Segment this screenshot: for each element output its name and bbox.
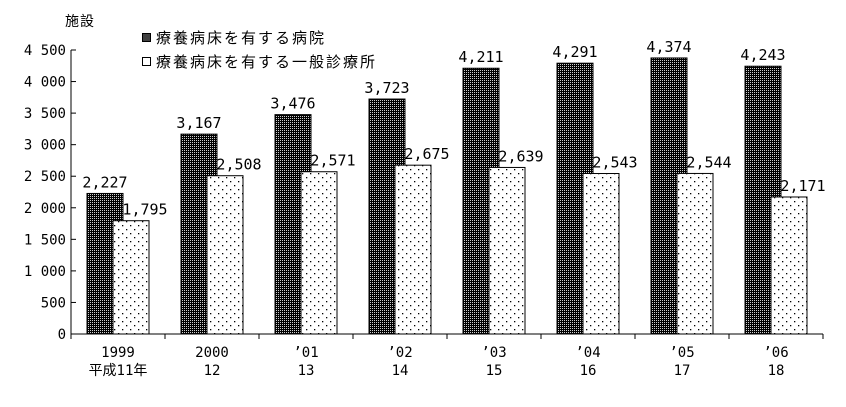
- bar-value-hospital: 4,291: [552, 43, 597, 61]
- y-tick-label: 4 000: [24, 75, 66, 91]
- bar-value-hospital: 4,243: [740, 46, 785, 64]
- y-tick-label: 1 000: [24, 264, 66, 280]
- bar-clinic-1999: [112, 220, 150, 335]
- bar-clinic-’06: [770, 196, 808, 335]
- bar-clinic-2000: [206, 175, 244, 335]
- bar-clinic-’03: [488, 166, 526, 335]
- x-label-year: ’04: [575, 345, 600, 361]
- bar-value-clinic: 2,171: [780, 177, 825, 195]
- bar-value-hospital: 2,227: [82, 173, 127, 191]
- x-label-era: 15: [486, 363, 503, 379]
- x-label-year: ’03: [481, 345, 506, 361]
- x-label-year: 1999: [101, 345, 135, 361]
- bar-value-hospital: 4,374: [646, 38, 691, 56]
- y-axis-unit-label: 施設: [65, 14, 95, 30]
- x-label-year: ’06: [763, 345, 788, 361]
- y-tick-label: 2 000: [24, 201, 66, 217]
- x-label-era: 16: [580, 363, 597, 379]
- bar-value-hospital: 3,476: [270, 95, 315, 113]
- x-label-era: 平成11年: [89, 363, 148, 379]
- y-tick-label: 500: [41, 295, 66, 311]
- legend: 療養病床を有する病院 療養病床を有する一般診療所: [142, 28, 378, 71]
- x-label-year: 2000: [195, 345, 229, 361]
- open-square-icon: [142, 56, 151, 66]
- legend-label-clinic: 療養病床を有する一般診療所: [156, 52, 378, 71]
- x-label-era: 12: [204, 363, 221, 379]
- x-label-year: ’01: [293, 345, 318, 361]
- bar-clinic-’02: [394, 164, 432, 335]
- x-label-era: 18: [768, 363, 785, 379]
- bar-value-clinic: 2,508: [216, 156, 261, 174]
- y-tick-label: 1 500: [24, 232, 66, 248]
- x-label-era: 13: [298, 363, 315, 379]
- bar-clinic-’01: [300, 171, 338, 335]
- x-label-era: 14: [392, 363, 409, 379]
- legend-item-clinic: 療養病床を有する一般診療所: [142, 52, 378, 71]
- legend-label-hospital: 療養病床を有する病院: [156, 28, 327, 47]
- y-tick-label: 3 000: [24, 138, 66, 154]
- bar-value-hospital: 3,167: [176, 114, 221, 132]
- bar-value-clinic: 2,571: [310, 152, 355, 170]
- legend-item-hospital: 療養病床を有する病院: [142, 28, 377, 47]
- y-tick-label: 4 500: [24, 43, 66, 59]
- y-tick-label: 3 500: [24, 106, 66, 122]
- bar-value-hospital: 4,211: [458, 48, 503, 66]
- x-label-year: ’02: [387, 345, 412, 361]
- bar-value-clinic: 2,639: [498, 147, 543, 165]
- bar-clinic-’05: [676, 172, 714, 335]
- y-tick-label: 0: [58, 327, 66, 343]
- bar-value-clinic: 2,543: [592, 154, 637, 172]
- bar-value-clinic: 2,544: [686, 153, 731, 171]
- bar-clinic-’04: [582, 173, 620, 335]
- bar-value-clinic: 2,675: [404, 145, 449, 163]
- x-label-era: 17: [674, 363, 691, 379]
- x-label-year: ’05: [669, 345, 694, 361]
- bar-value-hospital: 3,723: [364, 79, 409, 97]
- filled-square-icon: [142, 32, 151, 42]
- bar-value-clinic: 1,795: [122, 201, 167, 219]
- y-tick-label: 2 500: [24, 169, 66, 185]
